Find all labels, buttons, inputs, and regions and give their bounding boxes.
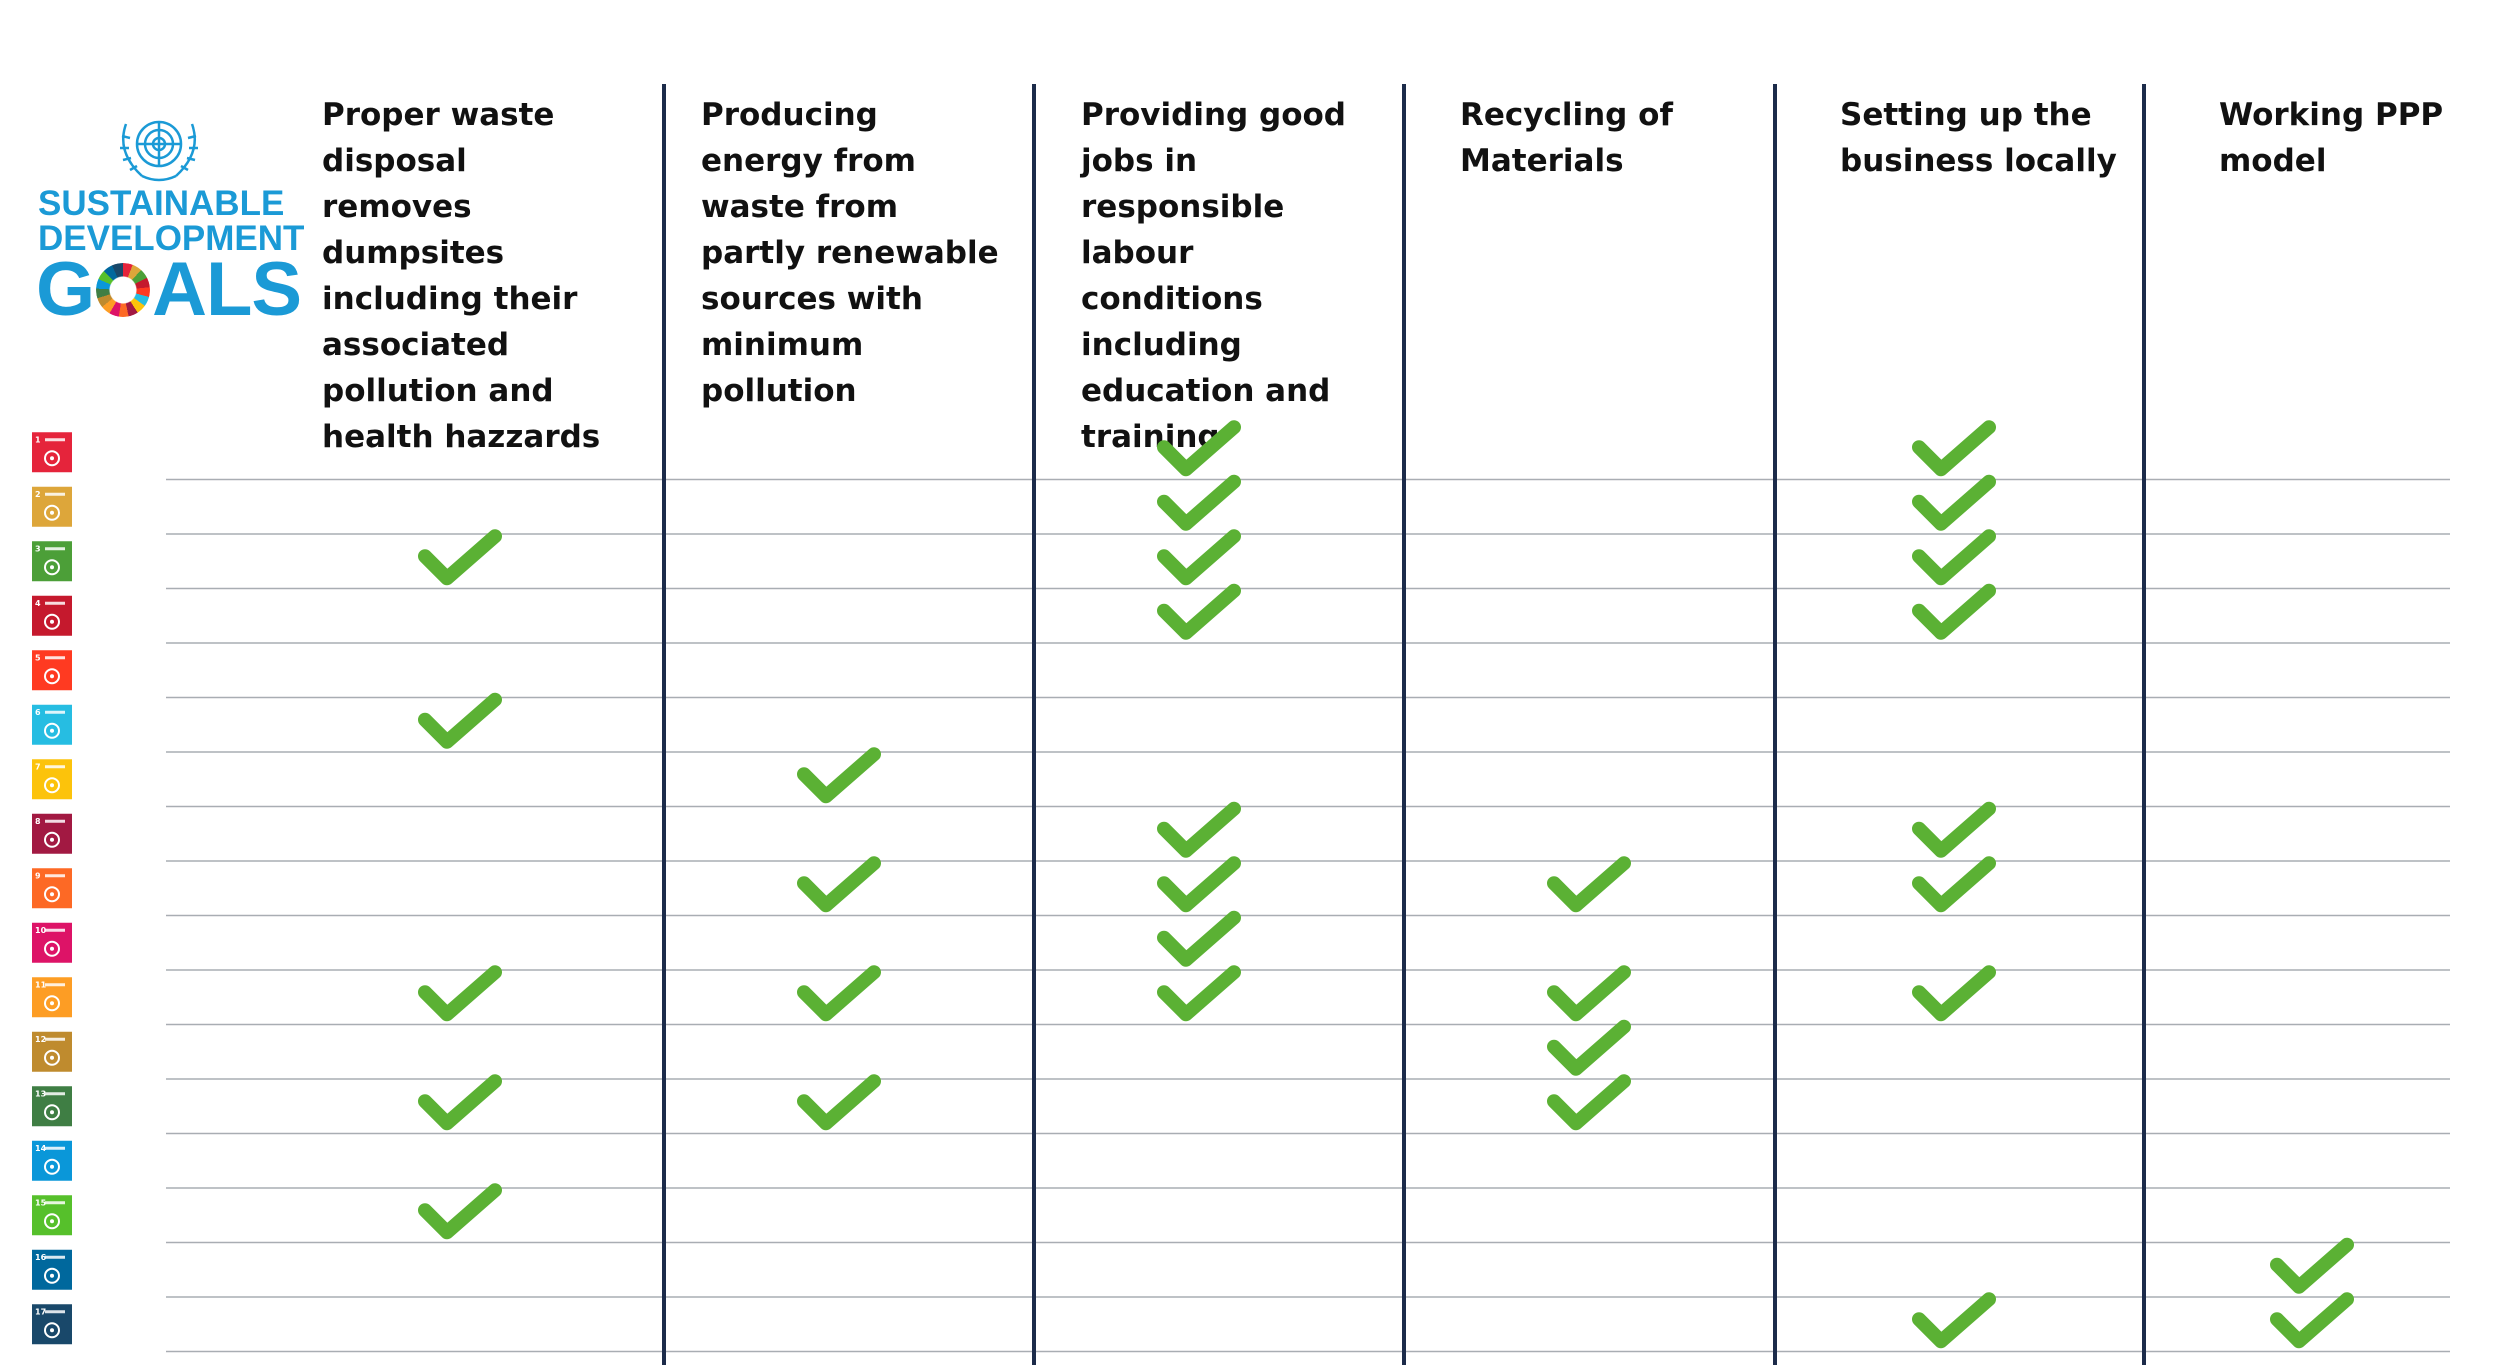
sdg-number-label: 7: [35, 762, 41, 771]
column-header-waste-disposal: Proper waste disposal removes dumpsites …: [322, 97, 601, 455]
sdg-12-icon: 12: [32, 1031, 72, 1072]
column-header-recycling: Recycling of Materials: [1460, 97, 1673, 179]
column-header-local-business: Setting up the business locally: [1840, 97, 2117, 179]
check-mark-icon: [1912, 529, 1996, 586]
sdg-number-label: 17: [35, 1307, 46, 1316]
sdg-11-icon: 11: [32, 977, 72, 1018]
sdg-number-label: 11: [35, 980, 47, 989]
sdg-number-label: 15: [35, 1198, 47, 1207]
check-mark-icon: [1157, 910, 1241, 967]
sdg-13-icon: 13: [32, 1086, 72, 1127]
check-mark-icon: [1912, 420, 1996, 477]
sdg-number-label: 3: [35, 544, 41, 553]
check-mark-icon: [418, 529, 502, 586]
check-mark-icon: [1157, 583, 1241, 640]
sdg-number-label: 4: [35, 599, 41, 608]
check-mark-icon: [2270, 1292, 2354, 1349]
check-mark-icon: [418, 1183, 502, 1240]
sdg-10-icon: 10: [32, 922, 72, 963]
check-mark-icon: [418, 965, 502, 1022]
sdg-15-icon: 15: [32, 1195, 72, 1236]
check-mark-icon: [1547, 965, 1631, 1022]
check-mark-icon: [1157, 801, 1241, 858]
check-mark-icon: [1157, 856, 1241, 913]
check-mark-icon: [1912, 965, 1996, 1022]
sdg-number-label: 8: [35, 817, 41, 826]
sdg-number-label: 12: [35, 1035, 46, 1044]
logo-line-development: DEVELOPMENT: [38, 219, 305, 258]
sdg-9-icon: 9: [32, 868, 72, 909]
check-mark-icon: [1547, 856, 1631, 913]
sdg-number-label: 5: [35, 653, 41, 662]
sdg-number-label: 16: [35, 1253, 47, 1262]
sdg-number-label: 13: [35, 1089, 46, 1098]
sdg-number-label: 14: [35, 1144, 47, 1153]
sdg-1-icon: 1: [32, 432, 72, 473]
sdg-number-label: 10: [35, 926, 47, 935]
sdg-4-icon: 4: [32, 595, 72, 636]
check-mark-icon: [797, 747, 881, 804]
sdg-17-icon: 17: [32, 1304, 72, 1345]
logo-line-goals: G ALS: [36, 247, 302, 332]
check-mark-icon: [1157, 420, 1241, 477]
check-mark-icon: [1547, 1019, 1631, 1076]
sdg-5-icon: 5: [32, 650, 72, 691]
sdg-6-icon: 6: [32, 704, 72, 745]
check-mark-icon: [797, 1074, 881, 1131]
sdg-3-icon: 3: [32, 541, 72, 582]
goals-letters-als: ALS: [152, 247, 302, 332]
sdg-wheel-icon: [96, 263, 151, 317]
check-mark-icon: [418, 1074, 502, 1131]
sdg-16-icon: 16: [32, 1249, 72, 1290]
sdg-2-icon: 2: [32, 486, 72, 527]
check-mark-icon: [2270, 1237, 2354, 1294]
goals-letter-g: G: [36, 247, 95, 332]
check-mark-icon: [1157, 474, 1241, 531]
column-header-energy: Producing energy from waste from partly …: [701, 97, 999, 409]
column-header-jobs: Providing good jobs in responsible labou…: [1081, 97, 1346, 455]
check-mark-icon: [1912, 1292, 1996, 1349]
check-mark-icon: [797, 965, 881, 1022]
sdg-8-icon: 8: [32, 813, 72, 854]
sdg-number-label: 9: [35, 871, 41, 880]
sdg-number-label: 6: [35, 708, 41, 717]
sdg-14-icon: 14: [32, 1140, 72, 1181]
check-mark-icon: [1912, 474, 1996, 531]
check-mark-icon: [1157, 529, 1241, 586]
check-mark-icon: [418, 692, 502, 749]
check-mark-icon: [1547, 1074, 1631, 1131]
column-header-ppp: Working PPP model: [2219, 97, 2444, 179]
check-mark-icon: [797, 856, 881, 913]
sdg-number-label: 1: [35, 435, 41, 444]
check-mark-icon: [1912, 856, 1996, 913]
check-mark-icon: [1157, 965, 1241, 1022]
sdg-number-label: 2: [35, 490, 41, 499]
logo-line-sustainable: SUSTAINABLE: [38, 184, 285, 223]
un-emblem-icon: [120, 120, 198, 182]
sdg-7-icon: 7: [32, 759, 72, 800]
check-mark-icon: [1912, 583, 1996, 640]
check-mark-icon: [1912, 801, 1996, 858]
